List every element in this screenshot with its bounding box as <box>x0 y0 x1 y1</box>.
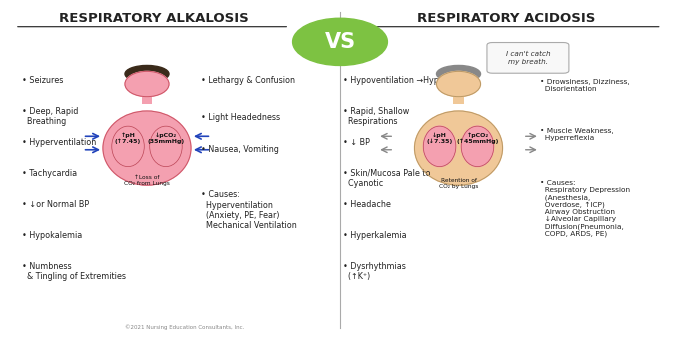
Ellipse shape <box>461 126 494 167</box>
Text: • Tachycardia: • Tachycardia <box>22 169 77 178</box>
Text: • Causes:
  Hyperventilation
  (Anxiety, PE, Fear)
  Mechanical Ventilation: • Causes: Hyperventilation (Anxiety, PE,… <box>201 190 297 231</box>
Text: I can't catch
my breath.: I can't catch my breath. <box>506 51 551 65</box>
Text: • Lethargy & Confusion: • Lethargy & Confusion <box>201 75 295 85</box>
Text: • Dysrhythmias
  (↑K⁺): • Dysrhythmias (↑K⁺) <box>343 262 406 281</box>
Text: • ↓ BP: • ↓ BP <box>343 138 371 147</box>
Text: • Hypokalemia: • Hypokalemia <box>22 231 82 240</box>
Text: Retention of
CO₂ by Lungs: Retention of CO₂ by Lungs <box>439 178 478 189</box>
Circle shape <box>292 18 388 66</box>
Ellipse shape <box>125 71 169 97</box>
Text: • Hyperventilation: • Hyperventilation <box>22 138 96 147</box>
Text: • Numbness
  & Tingling of Extremities: • Numbness & Tingling of Extremities <box>22 262 126 281</box>
Text: • Nausea, Vomiting: • Nausea, Vomiting <box>201 145 279 154</box>
Text: ↓pCO₂
(35mmHg): ↓pCO₂ (35mmHg) <box>148 132 184 143</box>
Ellipse shape <box>437 66 481 82</box>
Text: • Causes:
  Respiratory Depression
  (Anesthesia,
  Overdose, ↑ICP)
  Airway Obs: • Causes: Respiratory Depression (Anesth… <box>540 180 630 237</box>
Ellipse shape <box>125 66 169 82</box>
Text: ↑pH
(↑7.45): ↑pH (↑7.45) <box>115 132 141 144</box>
Text: ↑pCO₂
(↑45mmHg): ↑pCO₂ (↑45mmHg) <box>456 132 498 144</box>
Ellipse shape <box>112 126 144 167</box>
Text: • Rapid, Shallow
  Respirations: • Rapid, Shallow Respirations <box>343 107 409 126</box>
Text: • ↓or Normal BP: • ↓or Normal BP <box>22 200 89 209</box>
Text: • Seizures: • Seizures <box>22 75 63 85</box>
FancyBboxPatch shape <box>453 96 464 104</box>
Ellipse shape <box>103 111 191 185</box>
Text: • Hypoventilation →Hypoxia: • Hypoventilation →Hypoxia <box>343 75 456 85</box>
Ellipse shape <box>437 71 481 97</box>
Text: RESPIRATORY ALKALOSIS: RESPIRATORY ALKALOSIS <box>59 12 249 24</box>
Text: • Drowsiness, Dizziness,
  Disorientation: • Drowsiness, Dizziness, Disorientation <box>540 79 630 92</box>
Text: • Deep, Rapid
  Breathing: • Deep, Rapid Breathing <box>22 107 78 126</box>
Text: • Headache: • Headache <box>343 200 391 209</box>
Ellipse shape <box>150 126 182 167</box>
FancyBboxPatch shape <box>487 42 569 73</box>
FancyBboxPatch shape <box>141 96 152 104</box>
Text: • Light Headedness: • Light Headedness <box>201 113 280 122</box>
Text: ↓pH
(↓7.35): ↓pH (↓7.35) <box>426 132 453 144</box>
Text: ©2021 Nursing Education Consultants, Inc.: ©2021 Nursing Education Consultants, Inc… <box>124 325 244 330</box>
Text: • Skin/Mucosa Pale to
  Cyanotic: • Skin/Mucosa Pale to Cyanotic <box>343 169 431 188</box>
Text: • Muscle Weakness,
  Hyperreflexia: • Muscle Weakness, Hyperreflexia <box>540 128 613 141</box>
Ellipse shape <box>423 126 456 167</box>
Text: RESPIRATORY ACIDOSIS: RESPIRATORY ACIDOSIS <box>417 12 595 24</box>
Text: ↑Loss of
CO₂ from Lungs: ↑Loss of CO₂ from Lungs <box>124 175 170 186</box>
Text: VS: VS <box>324 32 356 52</box>
Ellipse shape <box>415 111 503 185</box>
Text: • Hyperkalemia: • Hyperkalemia <box>343 231 407 240</box>
